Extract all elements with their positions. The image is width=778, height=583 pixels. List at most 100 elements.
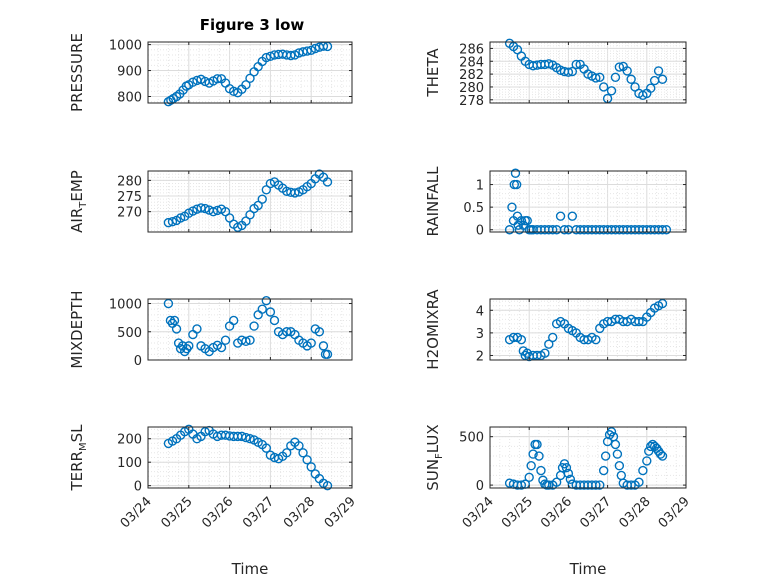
- x-tick-label: 03/27: [577, 494, 614, 531]
- data-point: [634, 477, 644, 487]
- y-axis-label: RAINFALL: [424, 166, 442, 237]
- y-axis-label: H2OMIXRA: [424, 289, 442, 370]
- y-tick-label: 275: [117, 190, 142, 205]
- data-point: [528, 449, 538, 459]
- y-tick-label: 3: [476, 327, 484, 342]
- data-point: [600, 451, 611, 461]
- data-point: [220, 335, 231, 345]
- data-point: [290, 188, 300, 198]
- data-point: [595, 72, 605, 83]
- y-axis-label-main: TERR: [68, 451, 86, 492]
- subplot-8: 0 500 03/24 03/25 03/26 03/27 03/28 03/29 Time SU…: [424, 424, 693, 578]
- data-point: [175, 213, 186, 223]
- data-point: [294, 441, 304, 451]
- data-point: [257, 194, 267, 204]
- subplot-5: 0 500 1000 MIXDEPTH: [68, 290, 353, 369]
- y-tick-label: 284: [459, 55, 484, 70]
- y-tick-label: 500: [117, 326, 142, 341]
- y-axis-label-rest: EMP: [68, 170, 86, 201]
- data-point: [532, 439, 542, 450]
- data-point: [237, 431, 247, 442]
- data-point: [626, 480, 636, 490]
- series-markers: [163, 295, 333, 360]
- data-point: [192, 324, 202, 334]
- y-tick-label: 1000: [109, 298, 142, 313]
- data-point: [216, 342, 227, 353]
- data-point: [163, 97, 174, 107]
- data-point: [516, 480, 527, 490]
- data-point: [555, 211, 566, 221]
- y-axis-label: AIRTEMP: [68, 170, 89, 233]
- data-point: [241, 432, 251, 443]
- y-axis-label: SUNFLUX: [424, 424, 445, 490]
- data-point: [212, 74, 223, 84]
- data-point: [534, 451, 544, 461]
- y-tick-label: 1: [476, 179, 484, 194]
- y-tick-label: 280: [117, 174, 142, 189]
- x-axis-label: Time: [569, 560, 607, 578]
- data-point: [265, 307, 276, 317]
- data-point: [544, 59, 554, 69]
- data-point: [563, 67, 574, 77]
- subplot-1: 800 900 1000 PRESSURE: [68, 33, 353, 112]
- y-tick-label: 282: [459, 68, 484, 83]
- y-axis-label-subscript: F: [434, 453, 445, 459]
- data-point: [165, 315, 176, 326]
- y-axis-label-rest: LUX: [424, 424, 442, 453]
- data-point: [598, 82, 609, 92]
- y-tick-label: 0: [476, 224, 484, 239]
- data-point: [544, 480, 554, 490]
- data-point: [245, 73, 255, 84]
- data-point: [163, 298, 174, 309]
- data-point: [241, 80, 251, 90]
- x-tick-label: 03/28: [617, 494, 654, 531]
- data-point: [591, 480, 601, 490]
- data-point: [540, 348, 550, 358]
- axes-box: [147, 426, 353, 489]
- data-point: [510, 168, 521, 178]
- data-point: [261, 52, 272, 63]
- data-point: [306, 462, 316, 472]
- data-point: [661, 225, 672, 235]
- y-axis-label-main: H2OMIXRA: [424, 289, 442, 370]
- data-point: [610, 439, 621, 450]
- data-point: [598, 465, 609, 476]
- data-point: [595, 480, 605, 490]
- data-point: [245, 434, 255, 444]
- data-point: [200, 203, 210, 214]
- axes-box: [489, 426, 687, 489]
- data-point: [261, 443, 272, 453]
- y-tick-label: 0: [476, 479, 484, 494]
- data-point: [657, 74, 668, 84]
- data-point: [298, 448, 308, 458]
- y-axis-label: TERRMSL: [68, 424, 89, 492]
- x-tick-label: 03/26: [538, 494, 575, 531]
- axes-box: [147, 298, 353, 361]
- data-point: [646, 83, 656, 93]
- data-point: [606, 86, 617, 96]
- subplot-6: 2 3 4 H2OMIXRA: [424, 289, 687, 370]
- y-tick-label: 286: [459, 42, 484, 57]
- x-tick-label: 03/25: [499, 494, 536, 531]
- data-point: [504, 225, 515, 235]
- data-point: [241, 336, 251, 347]
- axes-box: [147, 41, 353, 104]
- data-point: [567, 211, 578, 221]
- data-point: [551, 477, 562, 487]
- data-point: [653, 66, 664, 76]
- subplot-4: 0 0.5 1 RAINFALL: [424, 166, 687, 239]
- data-point: [306, 338, 316, 348]
- y-tick-label: 900: [117, 65, 142, 80]
- data-point: [657, 451, 668, 461]
- data-point: [200, 426, 210, 437]
- data-point: [208, 206, 218, 217]
- data-point: [655, 449, 666, 459]
- y-tick-label: 1000: [109, 39, 142, 54]
- data-point: [571, 59, 581, 70]
- x-tick-label: 03/29: [322, 494, 359, 531]
- data-point: [302, 46, 312, 56]
- series-markers: [163, 424, 333, 491]
- axes-box: [489, 41, 687, 104]
